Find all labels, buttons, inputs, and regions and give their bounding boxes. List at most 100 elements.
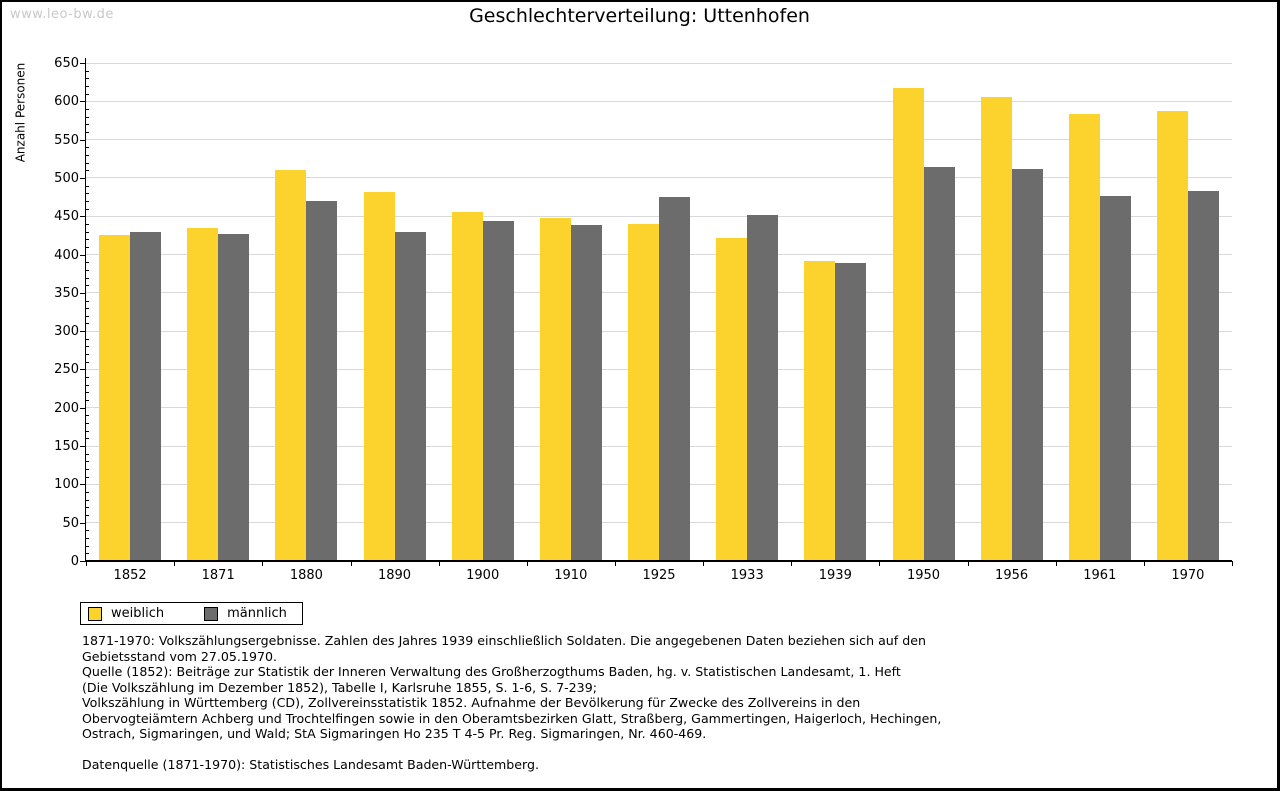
legend-item-weiblich: weiblich — [88, 606, 164, 621]
y-major-tick — [80, 561, 86, 562]
x-tick-label-1900: 1900 — [466, 568, 500, 583]
y-major-tick — [80, 216, 86, 217]
weiblich-swatch-icon — [88, 606, 102, 621]
bar-männlich-1956 — [1011, 169, 1043, 561]
y-tick-label-0: 0 — [70, 554, 79, 569]
y-tick-label-550: 550 — [54, 133, 79, 148]
y-tick-label-100: 100 — [54, 477, 79, 492]
y-minor-tick — [86, 392, 89, 393]
y-minor-tick — [86, 239, 89, 240]
y-tick-label-400: 400 — [54, 248, 79, 263]
y-major-tick — [80, 369, 86, 370]
y-minor-tick — [86, 124, 89, 125]
x-boundary-tick — [879, 561, 881, 566]
y-major-tick — [80, 331, 86, 332]
y-major-tick — [80, 101, 86, 102]
y-minor-tick — [86, 500, 89, 501]
y-minor-tick — [86, 301, 89, 302]
y-major-tick — [80, 293, 86, 294]
y-minor-tick — [86, 278, 89, 279]
y-major-tick — [80, 178, 86, 179]
y-tick-label-300: 300 — [54, 324, 79, 339]
bar-männlich-1970 — [1187, 191, 1219, 561]
y-minor-tick — [86, 94, 89, 95]
y-tick-label-250: 250 — [54, 362, 79, 377]
bar-männlich-1890 — [394, 232, 426, 561]
x-boundary-tick — [614, 561, 616, 566]
bar-männlich-1880 — [306, 201, 338, 561]
y-minor-tick — [86, 147, 89, 148]
y-minor-tick — [86, 454, 89, 455]
x-boundary-tick — [350, 561, 352, 566]
x-tick-label-1950: 1950 — [906, 568, 941, 583]
y-minor-tick — [86, 186, 89, 187]
footnotes: 1871-1970: Volkszählungsergebnisse. Zahl… — [82, 633, 1212, 772]
y-minor-tick — [86, 546, 89, 547]
x-boundary-tick — [1055, 561, 1057, 566]
y-minor-tick — [86, 170, 89, 171]
bar-männlich-1871 — [218, 234, 250, 561]
y-minor-tick — [86, 423, 89, 424]
footnote-line: Ostrach, Sigmaringen, und Wald; StA Sigm… — [82, 726, 707, 741]
y-minor-tick — [86, 270, 89, 271]
legend: weiblich männlich — [80, 602, 303, 625]
x-tick-label-1970: 1970 — [1171, 568, 1205, 583]
y-minor-tick — [86, 515, 89, 516]
legend-item-maennlich: männlich — [204, 606, 287, 621]
y-minor-tick — [86, 71, 89, 72]
bar-männlich-1961 — [1099, 196, 1131, 561]
bar-weiblich-1950 — [892, 88, 924, 561]
bar-männlich-1910 — [570, 225, 602, 561]
x-tick-label-1890: 1890 — [377, 568, 412, 583]
x-boundary-tick — [1143, 561, 1145, 566]
x-boundary-tick — [1232, 561, 1233, 566]
footnote-line: Volkszählung in Württemberg (CD), Zollve… — [82, 695, 861, 710]
y-minor-tick — [86, 400, 89, 401]
y-minor-tick — [86, 346, 89, 347]
y-minor-tick — [86, 308, 89, 309]
x-tick-label-1910: 1910 — [554, 568, 588, 583]
footnote-line: Quelle (1852): Beiträge zur Statistik de… — [82, 664, 901, 679]
y-minor-tick — [86, 109, 89, 110]
y-minor-tick — [86, 163, 89, 164]
x-tick-label-1925: 1925 — [642, 568, 676, 583]
y-tick-label-450: 450 — [54, 209, 79, 224]
bar-weiblich-1890 — [363, 192, 395, 561]
datasource-line: Datenquelle (1871-1970): Statistisches L… — [82, 756, 539, 772]
y-minor-tick — [86, 232, 89, 233]
footnote-line: (Die Volkszählung im Dezember 1852), Tab… — [82, 679, 597, 695]
y-minor-tick — [86, 339, 89, 340]
leo-bw-watermark: www.leo-bw.de — [10, 7, 114, 22]
bar-weiblich-1925 — [628, 224, 659, 561]
y-minor-tick — [86, 132, 89, 133]
y-minor-tick — [86, 78, 89, 79]
y-minor-tick — [86, 193, 89, 194]
y-minor-tick — [86, 354, 89, 355]
maennlich-swatch-icon — [204, 606, 219, 621]
bar-männlich-1933 — [747, 215, 779, 561]
y-minor-tick — [86, 538, 89, 539]
y-major-tick — [80, 408, 86, 409]
y-tick-label-500: 500 — [54, 171, 79, 186]
x-axis-line — [85, 560, 1232, 562]
x-boundary-tick — [526, 561, 528, 566]
y-minor-tick — [86, 415, 89, 416]
y-minor-tick — [86, 377, 89, 378]
y-minor-tick — [86, 209, 89, 210]
bar-weiblich-1880 — [275, 170, 307, 561]
bar-weiblich-1939 — [804, 261, 836, 561]
bar-weiblich-1910 — [539, 218, 571, 561]
bar-männlich-1852 — [130, 232, 162, 561]
y-minor-tick — [86, 117, 89, 118]
bar-männlich-1950 — [923, 167, 955, 561]
legend-label-maennlich: männlich — [227, 606, 287, 621]
y-minor-tick — [86, 553, 89, 554]
y-minor-tick — [86, 431, 89, 432]
y-minor-tick — [86, 469, 89, 470]
y-tick-label-150: 150 — [54, 439, 79, 454]
bar-männlich-1925 — [659, 197, 690, 561]
y-major-tick — [80, 484, 86, 485]
y-minor-tick — [86, 461, 89, 462]
y-minor-tick — [86, 362, 89, 363]
